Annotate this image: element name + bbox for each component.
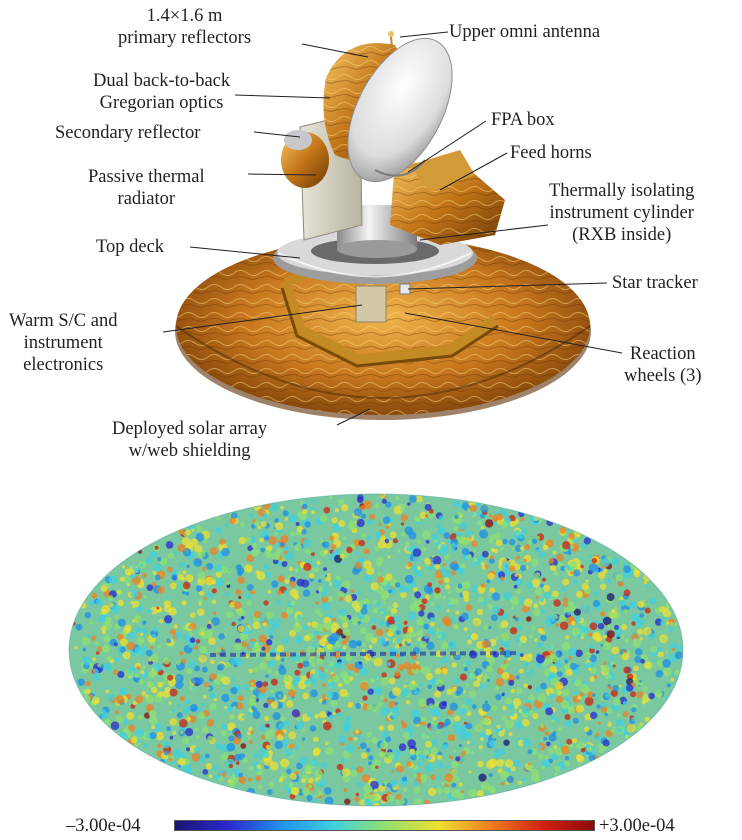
label-star-tracker: Star tracker: [612, 273, 698, 293]
sky-map: [68, 493, 684, 807]
label-primary-reflectors: 1.4×1.6 m primary reflectors: [118, 6, 252, 48]
upper-omni-antenna: [388, 31, 394, 49]
feed-horn-assembly: [390, 150, 505, 245]
label-top-deck: Top deck: [96, 237, 165, 257]
bus-frame-shadow: [280, 287, 499, 368]
spacecraft-illustration: [162, 31, 623, 426]
label-gregorian-optics: Dual back-to-back Gregorian optics: [93, 71, 231, 113]
label-feed-horns: Feed horns: [510, 143, 592, 163]
label-secondary-reflector: Secondary reflector: [55, 123, 201, 143]
electronics-box: [355, 285, 387, 323]
label-solar-array: Deployed solar array w/web shielding: [112, 419, 268, 461]
colorbar-max-label: +3.00e-04: [599, 816, 675, 836]
label-fpa-box: FPA box: [491, 110, 555, 130]
colorbar: [174, 820, 595, 831]
label-instrument-cylinder: Thermally isolating instrument cylinder …: [549, 181, 695, 245]
leader-lines: [162, 31, 623, 426]
label-reaction-wheels: Reaction wheels (3): [624, 344, 702, 386]
primary-reflector-dish: [347, 37, 453, 183]
colorbar-min-label: –3.00e-04: [66, 816, 141, 836]
label-upper-omni-antenna: Upper omni antenna: [449, 22, 601, 42]
label-passive-thermal-radiator: Passive thermal radiator: [88, 167, 205, 209]
label-warm-electronics: Warm S/C and instrument electronics: [9, 311, 118, 375]
secondary-reflector-left: [281, 130, 329, 188]
